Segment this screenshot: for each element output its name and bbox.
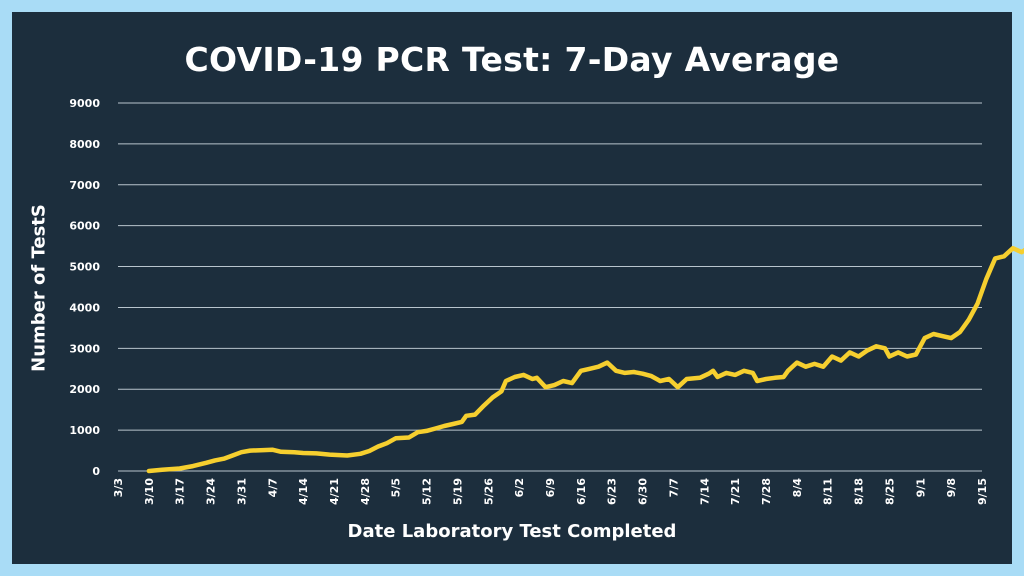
y-tick-label: 3000 [69, 342, 100, 355]
x-tick-label: 7/14 [698, 478, 711, 505]
x-tick-label: 8/4 [791, 478, 804, 498]
y-tick-label: 4000 [69, 301, 100, 314]
y-tick-label: 2000 [69, 383, 100, 396]
y-tick-label: 9000 [69, 97, 100, 110]
x-tick-label: 4/7 [266, 478, 279, 497]
series-line [146, 245, 1024, 474]
x-tick-label: 3/17 [174, 478, 187, 505]
x-tick-label: 7/7 [667, 478, 680, 497]
x-tick-label: 8/11 [822, 478, 835, 505]
x-tick-label: 9/8 [945, 478, 958, 497]
y-tick-label: 1000 [69, 424, 100, 437]
x-tick-label: 5/12 [421, 478, 434, 505]
x-tick-label: 3/31 [235, 478, 248, 505]
y-tick-label: 7000 [69, 179, 100, 192]
chart-title: COVID-19 PCR Test: 7-Day Average [184, 40, 840, 79]
x-tick-label: 6/9 [544, 478, 557, 497]
x-tick-label: 5/19 [451, 478, 464, 505]
x-tick-label: 9/15 [976, 478, 989, 505]
x-tick-label: 4/14 [297, 478, 310, 505]
x-tick-label: 3/24 [205, 478, 218, 505]
x-tick-label: 6/2 [513, 478, 526, 497]
chart-panel [12, 12, 1012, 564]
y-tick-label: 0 [92, 465, 100, 478]
x-tick-label: 8/25 [883, 478, 896, 505]
x-tick-label: 9/1 [914, 478, 927, 497]
x-tick-label: 7/28 [760, 478, 773, 505]
x-tick-label: 5/5 [390, 478, 403, 497]
y-tick-label: 6000 [69, 220, 100, 233]
x-tick-label: 3/3 [112, 478, 125, 497]
x-tick-label: 6/23 [606, 478, 619, 505]
x-tick-label: 6/16 [575, 478, 588, 505]
x-tick-label: 7/21 [729, 478, 742, 505]
x-tick-label: 3/10 [143, 478, 156, 505]
x-tick-label: 4/21 [328, 478, 341, 505]
x-tick-label: 8/18 [853, 478, 866, 505]
x-tick-label: 4/28 [359, 478, 372, 505]
x-tick-label: 5/26 [482, 478, 495, 505]
x-axis-label: Date Laboratory Test Completed [347, 521, 677, 542]
y-tick-label: 8000 [69, 138, 100, 151]
x-tick-label: 6/30 [637, 478, 650, 505]
y-tick-label: 5000 [69, 261, 100, 274]
